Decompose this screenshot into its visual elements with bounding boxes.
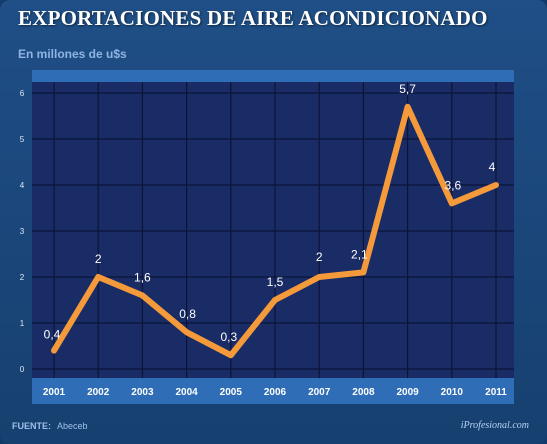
data-label: 2 bbox=[316, 250, 323, 264]
chart-title: EXPORTACIONES DE AIRE ACONDICIONADO bbox=[18, 6, 488, 30]
source-note: FUENTE: Abeceb bbox=[12, 421, 88, 431]
plot-bottom-band bbox=[32, 378, 514, 404]
x-tick-label: 2002 bbox=[87, 387, 110, 398]
x-tick-label: 2005 bbox=[220, 387, 243, 398]
x-tick-label: 2009 bbox=[396, 387, 419, 398]
y-tick-label: 4 bbox=[20, 181, 25, 190]
data-labels: 0,4 2 1,6 0,8 0,3 1,5 2 2,1 5,7 3,6 4 bbox=[44, 82, 496, 344]
x-tick-label: 2004 bbox=[175, 387, 198, 398]
series-group bbox=[51, 103, 499, 359]
data-label: 1,6 bbox=[134, 270, 151, 284]
source-value: Abeceb bbox=[57, 421, 88, 431]
data-label: 4 bbox=[489, 160, 496, 174]
gridlines bbox=[32, 82, 514, 378]
brand-logo: iProfesional.com bbox=[460, 420, 529, 431]
data-label: 2 bbox=[95, 252, 102, 266]
source-key: FUENTE: bbox=[12, 421, 51, 431]
x-tick-label: 2010 bbox=[441, 387, 464, 398]
data-label: 3,6 bbox=[444, 178, 461, 192]
y-tick-label: 6 bbox=[20, 89, 25, 98]
y-tick-label: 1 bbox=[20, 319, 25, 328]
data-label: 2,1 bbox=[351, 247, 368, 261]
x-tick-label: 2006 bbox=[264, 387, 287, 398]
y-tick-label: 2 bbox=[20, 273, 25, 282]
data-label: 5,7 bbox=[399, 82, 416, 96]
y-axis-ticks: 0 1 2 3 4 5 6 bbox=[20, 89, 25, 374]
x-tick-label: 2001 bbox=[43, 387, 66, 398]
plot-top-band bbox=[32, 70, 514, 82]
plot-area bbox=[32, 82, 514, 378]
x-tick-label: 2011 bbox=[485, 387, 507, 398]
x-tick-label: 2003 bbox=[131, 387, 154, 398]
x-tick-label: 2007 bbox=[308, 387, 331, 398]
x-axis-ticks: 2001 2002 2003 2004 2005 2006 2007 2008 2009 2010… bbox=[43, 387, 507, 398]
data-label: 0,4 bbox=[44, 328, 61, 342]
y-tick-label: 0 bbox=[20, 365, 25, 374]
data-label: 0,8 bbox=[179, 307, 196, 321]
data-label: 0,3 bbox=[220, 330, 237, 344]
data-label: 1,5 bbox=[267, 275, 284, 289]
x-tick-label: 2008 bbox=[352, 387, 375, 398]
y-tick-label: 3 bbox=[20, 227, 25, 236]
series-line bbox=[51, 103, 499, 359]
chart-subtitle: En millones de u$s bbox=[18, 47, 127, 61]
y-tick-label: 5 bbox=[20, 135, 25, 144]
